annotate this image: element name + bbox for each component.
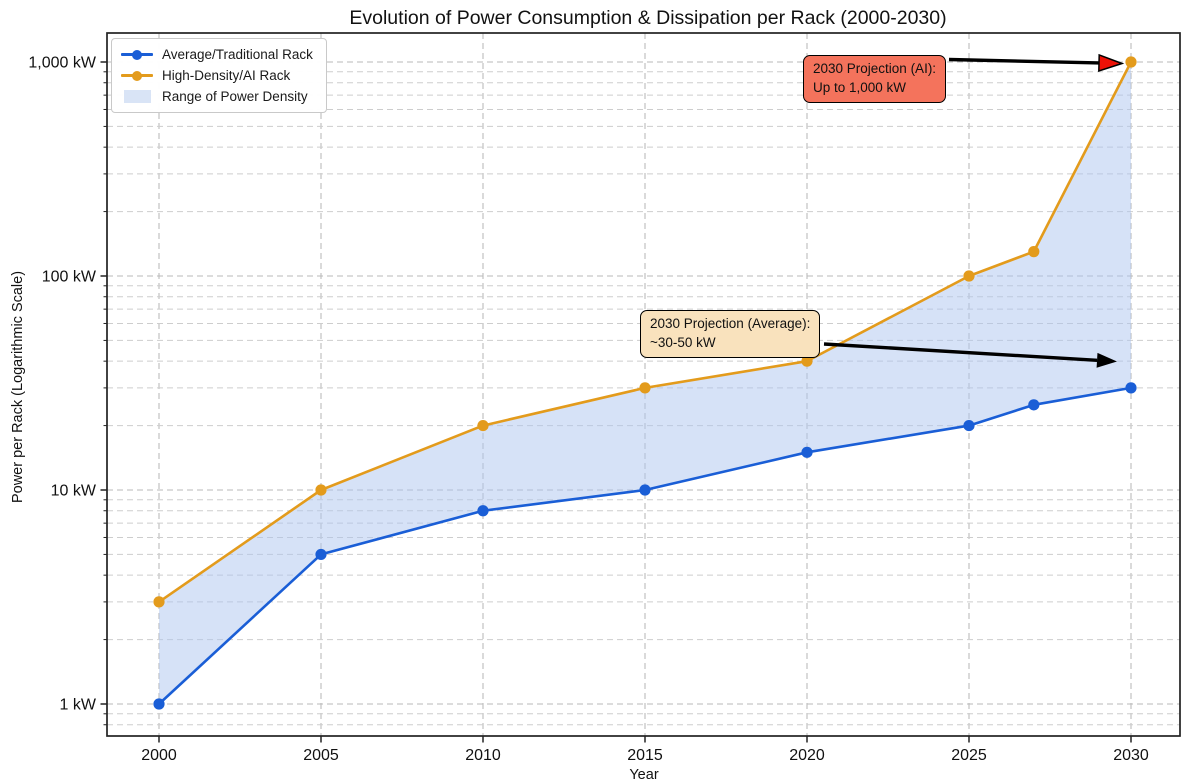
average-rack-point-2027 <box>1028 399 1040 411</box>
average-rack-point-2000 <box>153 698 165 710</box>
chart-title: Evolution of Power Consumption & Dissipa… <box>349 7 946 29</box>
legend-line-dot-marker-orange <box>121 70 153 81</box>
average-arrow-shaft <box>823 342 1098 363</box>
ai-arrow-head <box>1098 53 1125 73</box>
annotation-ai-projection: 2030 Projection (AI): Up to 1,000 kW <box>803 55 947 104</box>
legend-line-dot-marker-blue <box>121 49 153 60</box>
x-tick-label: 2030 <box>1113 747 1149 764</box>
average-rack-point-2030 <box>1125 382 1137 394</box>
y-tick-label: 10 kW <box>51 483 97 500</box>
legend-label-range: Range of Power Density <box>162 89 308 104</box>
annotation-average-line1: 2030 Projection (Average): <box>650 316 811 331</box>
x-tick-label: 2000 <box>141 747 177 764</box>
annotation-average-projection: 2030 Projection (Average): ~30-50 kW <box>640 310 821 359</box>
legend-patch-swatch <box>123 90 151 103</box>
fill-between-region <box>159 62 1131 704</box>
data-series <box>153 56 1137 710</box>
average-rack-point-2005 <box>315 548 327 561</box>
y-tick-label: 100 kW <box>42 269 97 286</box>
x-tick-label: 2005 <box>303 747 339 764</box>
legend-dot-blue <box>132 49 142 60</box>
legend: Average/Traditional Rack High-Density/AI… <box>111 38 327 113</box>
range-of-power-density-fill <box>159 62 1131 704</box>
average-rack-point-2010 <box>477 505 489 517</box>
high-density-rack-point-2010 <box>477 419 489 432</box>
high-density-rack-point-2027 <box>1028 246 1040 258</box>
legend-item-average: Average/Traditional Rack <box>121 46 313 63</box>
ai-arrow-shaft <box>948 57 1100 65</box>
x-tick-label: 2020 <box>789 747 825 764</box>
annotation-average-line2: ~30-50 kW <box>650 334 716 350</box>
annotation-ai-line1: 2030 Projection (AI): <box>813 61 937 76</box>
axis-ticks <box>100 61 1132 743</box>
high-density-rack-point-2020 <box>801 355 813 367</box>
average-rack-point-2020 <box>801 446 813 458</box>
average-rack-line <box>157 386 1133 706</box>
x-tick-label: 2010 <box>465 747 501 764</box>
legend-item-range: Range of Power Density <box>121 88 313 105</box>
y-tick-label: 1,000 kW <box>28 55 96 72</box>
annotation-ai-line2: Up to 1,000 kW <box>813 79 907 95</box>
x-axis-label: Year <box>629 767 658 783</box>
legend-dot-orange <box>132 70 142 81</box>
plot-border <box>106 32 1181 737</box>
axis-tick-labels: 2000 2005 2010 2015 2020 2025 2030 1 kW 10 kW 100… <box>28 55 1148 765</box>
high-density-rack-line <box>157 60 1133 604</box>
x-tick-label: 2025 <box>951 747 987 764</box>
legend-patch-marker <box>121 90 153 103</box>
y-axis-label: Power per Rack (Logarithmic Scale) <box>10 271 26 503</box>
high-density-rack-point-2000 <box>153 596 165 608</box>
x-tick-label: 2015 <box>627 747 663 764</box>
high-density-rack-point-2015 <box>639 382 651 394</box>
high-density-rack-point-2005 <box>315 484 327 496</box>
high-density-rack-point-2025 <box>963 270 975 282</box>
average-rack-point-2015 <box>639 484 651 496</box>
y-tick-label: 1 kW <box>60 697 97 714</box>
average-arrow-head <box>1096 352 1117 368</box>
legend-label-average: Average/Traditional Rack <box>162 47 313 62</box>
annotation-arrows <box>823 53 1125 368</box>
legend-label-high-density: High-Density/AI Rack <box>162 68 291 83</box>
high-density-rack-point-2030 <box>1125 56 1137 68</box>
legend-item-high-density: High-Density/AI Rack <box>121 67 313 84</box>
average-rack-point-2025 <box>963 419 975 432</box>
